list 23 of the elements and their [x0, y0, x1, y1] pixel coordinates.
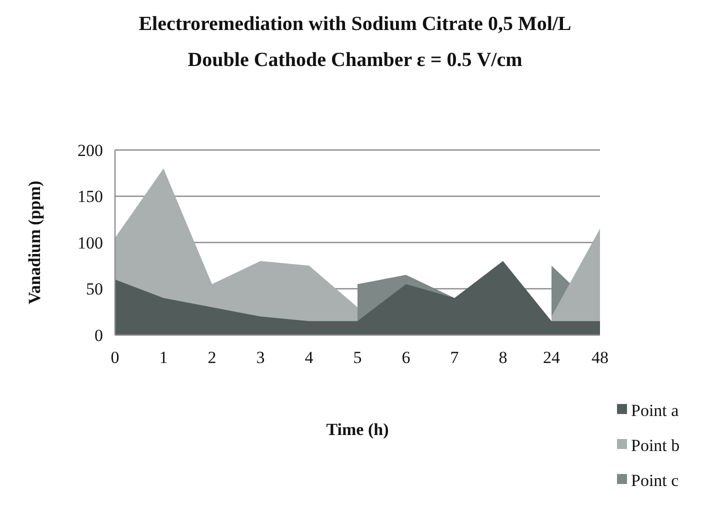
x-axis-title: Time (h): [326, 420, 389, 439]
x-tick-label: 8: [498, 348, 508, 367]
legend-label: Point b: [631, 436, 680, 455]
y-axis-title: Vanadium (ppm): [25, 180, 44, 304]
y-tick-label: 100: [78, 233, 103, 252]
y-tick-label: 50: [86, 280, 103, 299]
x-tick-label: 2: [208, 348, 216, 367]
y-tick-label: 0: [94, 326, 103, 345]
x-tick-label: 3: [256, 348, 265, 367]
x-tick-label: 4: [304, 348, 314, 367]
x-tick-label: 24: [543, 348, 560, 367]
chart-subtitle: Double Cathode Chamber ε = 0.5 V/cm: [188, 49, 523, 71]
x-tick-label: 6: [402, 348, 410, 367]
x-tick-label: 48: [592, 348, 608, 367]
y-tick-label: 150: [78, 187, 103, 206]
legend-label: Point a: [631, 400, 680, 420]
x-tick-label: 1: [159, 348, 168, 367]
x-tick-label: 0: [110, 348, 120, 367]
legend-label: Point c: [631, 470, 680, 490]
chart-title: Electroremediation with Sodium Citrate 0,5 Mol/L: [138, 13, 572, 35]
y-tick-label: 200: [78, 140, 103, 160]
x-tick-label: 7: [450, 348, 460, 367]
x-tick-label: 5: [353, 348, 362, 367]
